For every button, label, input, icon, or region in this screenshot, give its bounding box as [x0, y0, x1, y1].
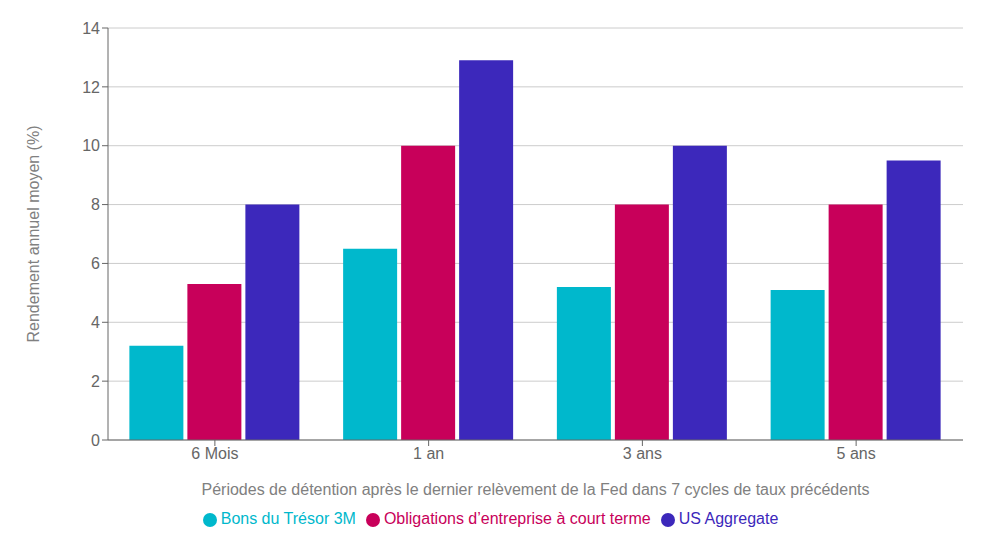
svg-text:Périodes de détention après le: Périodes de détention après le dernier r… [202, 481, 870, 498]
svg-text:0: 0 [91, 432, 100, 449]
svg-text:6: 6 [91, 255, 100, 272]
svg-text:Rendement annuel moyen (%): Rendement annuel moyen (%) [25, 125, 42, 342]
svg-text:8: 8 [91, 196, 100, 213]
html-text:Obligations d’entreprise à cou: Obligations d’entreprise à court terme [383, 510, 651, 527]
html-text:Bons du Trésor 3M: Bons du Trésor 3M [220, 510, 356, 527]
svg-text:3 ans: 3 ans [623, 445, 662, 462]
svg-text:6 Mois: 6 Mois [191, 445, 238, 462]
html-text:US Aggregate: US Aggregate [678, 510, 779, 527]
svg-text:14: 14 [82, 20, 100, 37]
svg-text:12: 12 [82, 79, 100, 96]
svg-text:10: 10 [82, 137, 100, 154]
svg-text:1 an: 1 an [413, 445, 444, 462]
svg-text:5 ans: 5 ans [837, 445, 876, 462]
svg-text:2: 2 [91, 373, 100, 390]
svg-text:4: 4 [91, 314, 100, 331]
